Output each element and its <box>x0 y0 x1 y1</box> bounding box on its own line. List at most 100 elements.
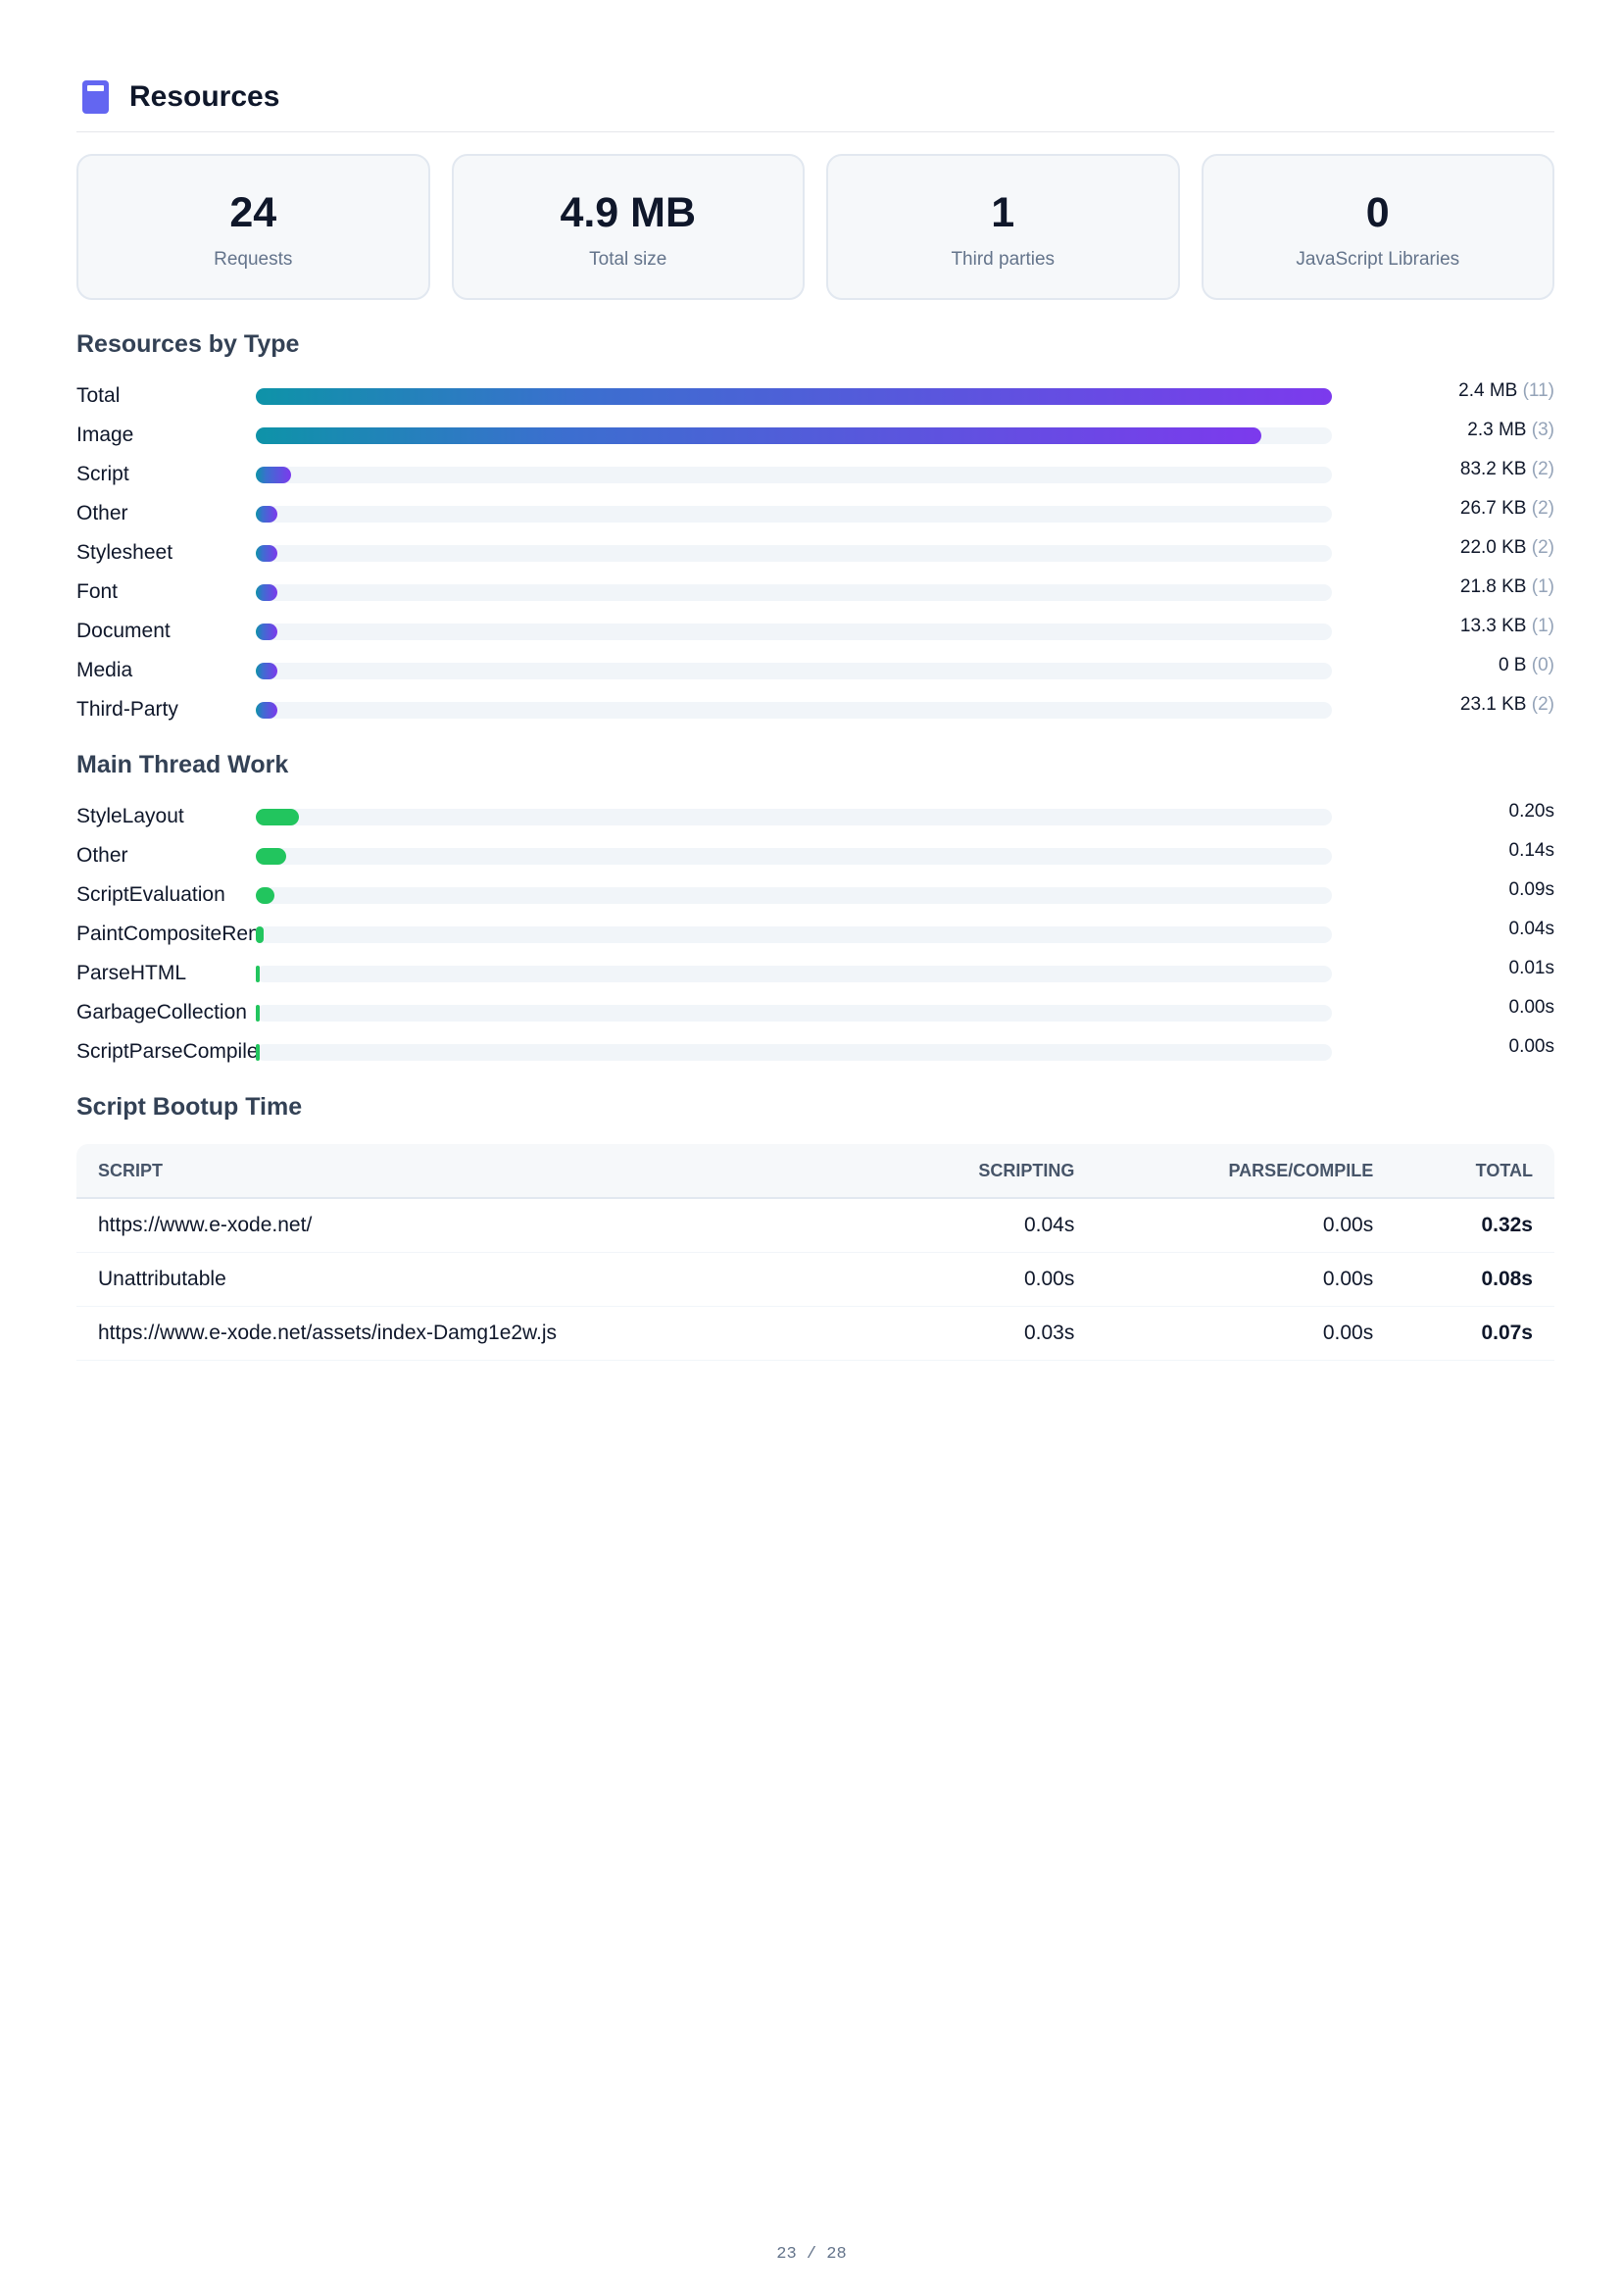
value-size: 22.0 KB <box>1459 537 1527 558</box>
section-header: Resources <box>76 76 1554 132</box>
row-value: 13.3 KB (1) <box>1460 616 1554 637</box>
column-header: PARSE/COMPILE <box>1096 1144 1396 1199</box>
table-row: Unattributable 0.00s 0.00s 0.08s <box>76 1252 1554 1307</box>
row-label: Other <box>76 844 128 867</box>
card-label: Third parties <box>951 249 1056 270</box>
card-value: 24 <box>229 189 277 236</box>
bar-track <box>256 427 1332 444</box>
bar-row: Font 21.8 KB (1) <box>76 574 1554 614</box>
row-label: Third-Party <box>76 698 178 721</box>
value-size: 26.7 KB <box>1459 498 1527 519</box>
value-size: 83.2 KB <box>1459 459 1527 479</box>
summary-card: 24 Requests <box>76 154 430 300</box>
row-label: Total <box>76 384 121 407</box>
bar <box>256 1005 260 1022</box>
row-value: 21.8 KB (1) <box>1460 576 1554 598</box>
bar <box>256 966 260 982</box>
table-cell: Unattributable <box>76 1252 875 1307</box>
column-header: TOTAL <box>1395 1144 1554 1199</box>
table-cell: 0.08s <box>1395 1252 1554 1307</box>
bar-row: Media 0 B (0) <box>76 653 1554 692</box>
row-label: Stylesheet <box>76 541 173 564</box>
bar-row: Total 2.4 MB (11) <box>76 378 1554 418</box>
section-icon <box>82 80 109 114</box>
row-label: ScriptParseCompile <box>76 1040 256 1063</box>
summary-card: 0 JavaScript Libraries <box>1201 154 1554 300</box>
bar-row: Image 2.3 MB (3) <box>76 418 1554 457</box>
table-cell: https://www.e-xode.net/assets/index-Damg… <box>76 1306 875 1361</box>
bar <box>256 388 1332 405</box>
row-label: Font <box>76 580 119 603</box>
value-count: (2) <box>1531 459 1554 479</box>
bar-track <box>256 624 1332 640</box>
card-value: 4.9 MB <box>560 189 697 236</box>
row-value: 0.00s <box>1509 997 1554 1019</box>
bar <box>256 584 277 601</box>
table-cell: 0.07s <box>1395 1306 1554 1361</box>
value-count: (2) <box>1531 498 1554 519</box>
bar-track <box>256 1044 1332 1061</box>
bar-track <box>256 506 1332 523</box>
row-label: Document <box>76 620 171 642</box>
bar-row: GarbageCollection 0.00s <box>76 995 1554 1034</box>
row-value: 2.3 MB (3) <box>1467 420 1554 441</box>
bar-track <box>256 388 1332 405</box>
bar <box>256 624 277 640</box>
bar <box>256 887 274 904</box>
column-header: SCRIPTING <box>874 1144 1097 1199</box>
table-cell: 0.04s <box>874 1198 1097 1253</box>
row-value: 0.14s <box>1509 840 1554 862</box>
card-label: JavaScript Libraries <box>1296 249 1460 270</box>
table-header: SCRIPT SCRIPTING PARSE/COMPILE TOTAL <box>76 1144 1554 1199</box>
bar-track <box>256 584 1332 601</box>
value-size: 0 B <box>1498 655 1527 675</box>
bar-row: Other 0.14s <box>76 838 1554 877</box>
table-row: https://www.e-xode.net/0.04s 0.00s 0.32s <box>76 1198 1554 1253</box>
value-size: 2.4 MB <box>1458 380 1518 401</box>
summary-card: 1 Third parties <box>826 154 1180 300</box>
row-label: GarbageCollection <box>76 1001 247 1023</box>
row-value: 22.0 KB (2) <box>1460 537 1554 559</box>
bar-row: ParseHTML 0.01s <box>76 956 1554 995</box>
value-count: (1) <box>1531 576 1554 597</box>
row-label: StyleLayout <box>76 805 184 827</box>
bar <box>256 809 299 825</box>
row-value: 0.09s <box>1509 879 1554 901</box>
value-time: 0.00s <box>1508 1036 1554 1057</box>
value-count: (3) <box>1531 420 1554 440</box>
subsection-title: Main Thread Work <box>76 751 289 778</box>
value-size: 23.1 KB <box>1459 694 1527 715</box>
table-cell: 0.00s <box>1096 1306 1396 1361</box>
bar <box>256 1044 260 1061</box>
bar <box>256 663 277 679</box>
bar-row: Other 26.7 KB (2) <box>76 496 1554 535</box>
table-cell: https://www.e-xode.net/ <box>76 1198 875 1253</box>
value-time: 0.20s <box>1508 801 1554 822</box>
table-cell: 0.00s <box>1096 1252 1396 1307</box>
bar-row: StyleLayout 0.20s <box>76 799 1554 838</box>
row-label: Media <box>76 659 133 681</box>
card-value: 0 <box>1365 189 1390 236</box>
value-count: (1) <box>1531 616 1554 636</box>
value-count: (0) <box>1531 655 1554 675</box>
bar-track <box>256 926 1332 943</box>
value-time: 0.14s <box>1508 840 1554 861</box>
bar-track <box>256 702 1332 719</box>
row-value: 0.20s <box>1509 801 1554 823</box>
bar-row: Stylesheet 22.0 KB (2) <box>76 535 1554 574</box>
bar-row: ScriptEvaluation 0.09s <box>76 877 1554 917</box>
bar-track <box>256 467 1332 483</box>
card-label: Requests <box>214 249 293 270</box>
bar-track <box>256 848 1332 865</box>
bar-track <box>256 545 1332 562</box>
value-time: 0.09s <box>1508 879 1554 900</box>
card-label: Total size <box>589 249 667 270</box>
table-cell: 0.03s <box>874 1306 1097 1361</box>
bar-track <box>256 809 1332 825</box>
row-value: 23.1 KB (2) <box>1460 694 1554 716</box>
bar-row: Third-Party 23.1 KB (2) <box>76 692 1554 731</box>
row-label: ScriptEvaluation <box>76 883 225 906</box>
table-cell: 0.32s <box>1395 1198 1554 1253</box>
value-time: 0.04s <box>1508 919 1554 939</box>
summary-cards: 24 Requests 4.9 MB Total size 1 Third parties… <box>76 154 1554 300</box>
